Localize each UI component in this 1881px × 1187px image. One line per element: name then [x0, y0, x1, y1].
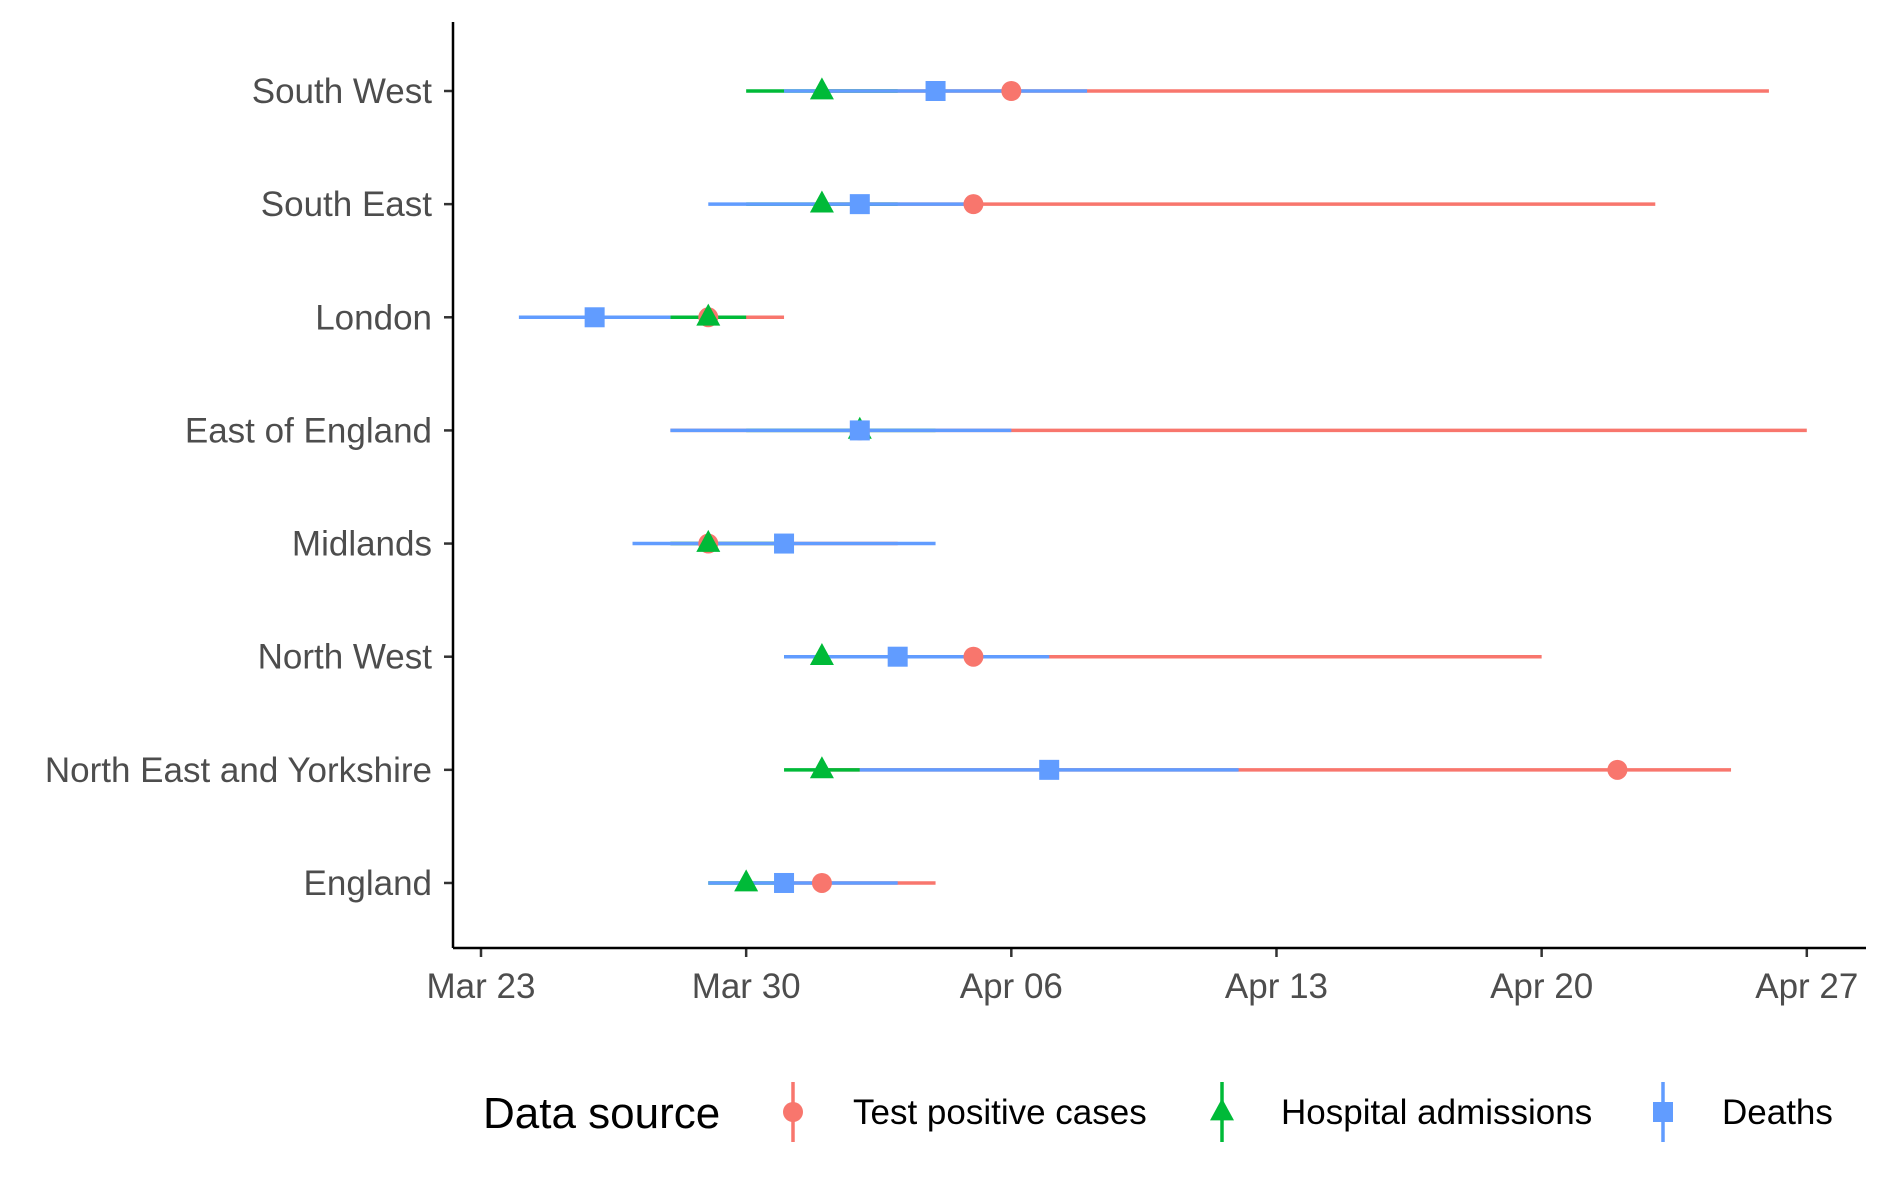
- x-tick-label: Apr 06: [960, 967, 1063, 1006]
- point-marker: [849, 194, 870, 215]
- legend-label: Deaths: [1722, 1093, 1833, 1132]
- x-tick-label: Mar 23: [427, 967, 536, 1006]
- legend-title: Data source: [483, 1089, 720, 1138]
- x-tick-label: Apr 20: [1490, 967, 1593, 1006]
- point-marker: [734, 869, 759, 892]
- x-axis-ticks: [479, 948, 1809, 957]
- point-marker: [887, 646, 908, 667]
- legend-key-marker: [783, 1102, 803, 1122]
- y-tick-label: London: [315, 298, 432, 337]
- x-tick-label: Mar 30: [692, 967, 801, 1006]
- point-marker: [774, 533, 795, 554]
- y-tick-label: England: [304, 864, 432, 903]
- y-tick-label: North East and Yorkshire: [45, 751, 432, 790]
- point-marker: [963, 646, 984, 667]
- point-marker: [809, 190, 834, 213]
- y-tick-label: North West: [258, 638, 433, 677]
- legend: Data source Test positive cases Hospital …: [483, 1082, 1833, 1142]
- point-marker: [963, 194, 984, 215]
- point-markers: [584, 77, 1628, 893]
- point-marker: [1039, 759, 1060, 780]
- y-axis-labels: South West South East London East of Englan…: [45, 72, 432, 903]
- point-marker: [584, 307, 605, 328]
- point-marker: [809, 77, 834, 100]
- point-marker: [809, 643, 834, 666]
- point-marker: [774, 872, 795, 893]
- point-marker: [1607, 759, 1628, 780]
- legend-key-marker: [1653, 1102, 1673, 1122]
- point-marker: [809, 756, 834, 779]
- y-tick-label: South West: [252, 72, 433, 111]
- point-marker: [1001, 81, 1022, 101]
- y-tick-label: East of England: [185, 411, 432, 450]
- y-axis-ticks: [444, 89, 453, 885]
- legend-key-marker: [1210, 1098, 1234, 1121]
- x-tick-label: Apr 13: [1225, 967, 1328, 1006]
- y-tick-label: South East: [261, 185, 432, 224]
- y-tick-label: Midlands: [292, 525, 432, 564]
- x-axis-labels: Mar 23 Mar 30 Apr 06 Apr 13 Apr 20 Apr 27: [427, 967, 1859, 1006]
- point-marker: [811, 872, 832, 893]
- legend-label: Test positive cases: [853, 1093, 1147, 1132]
- point-marker: [696, 303, 721, 326]
- point-marker: [849, 420, 870, 441]
- point-marker: [925, 81, 946, 101]
- point-marker: [696, 529, 721, 552]
- x-tick-label: Apr 27: [1755, 967, 1858, 1006]
- legend-label: Hospital admissions: [1281, 1093, 1592, 1132]
